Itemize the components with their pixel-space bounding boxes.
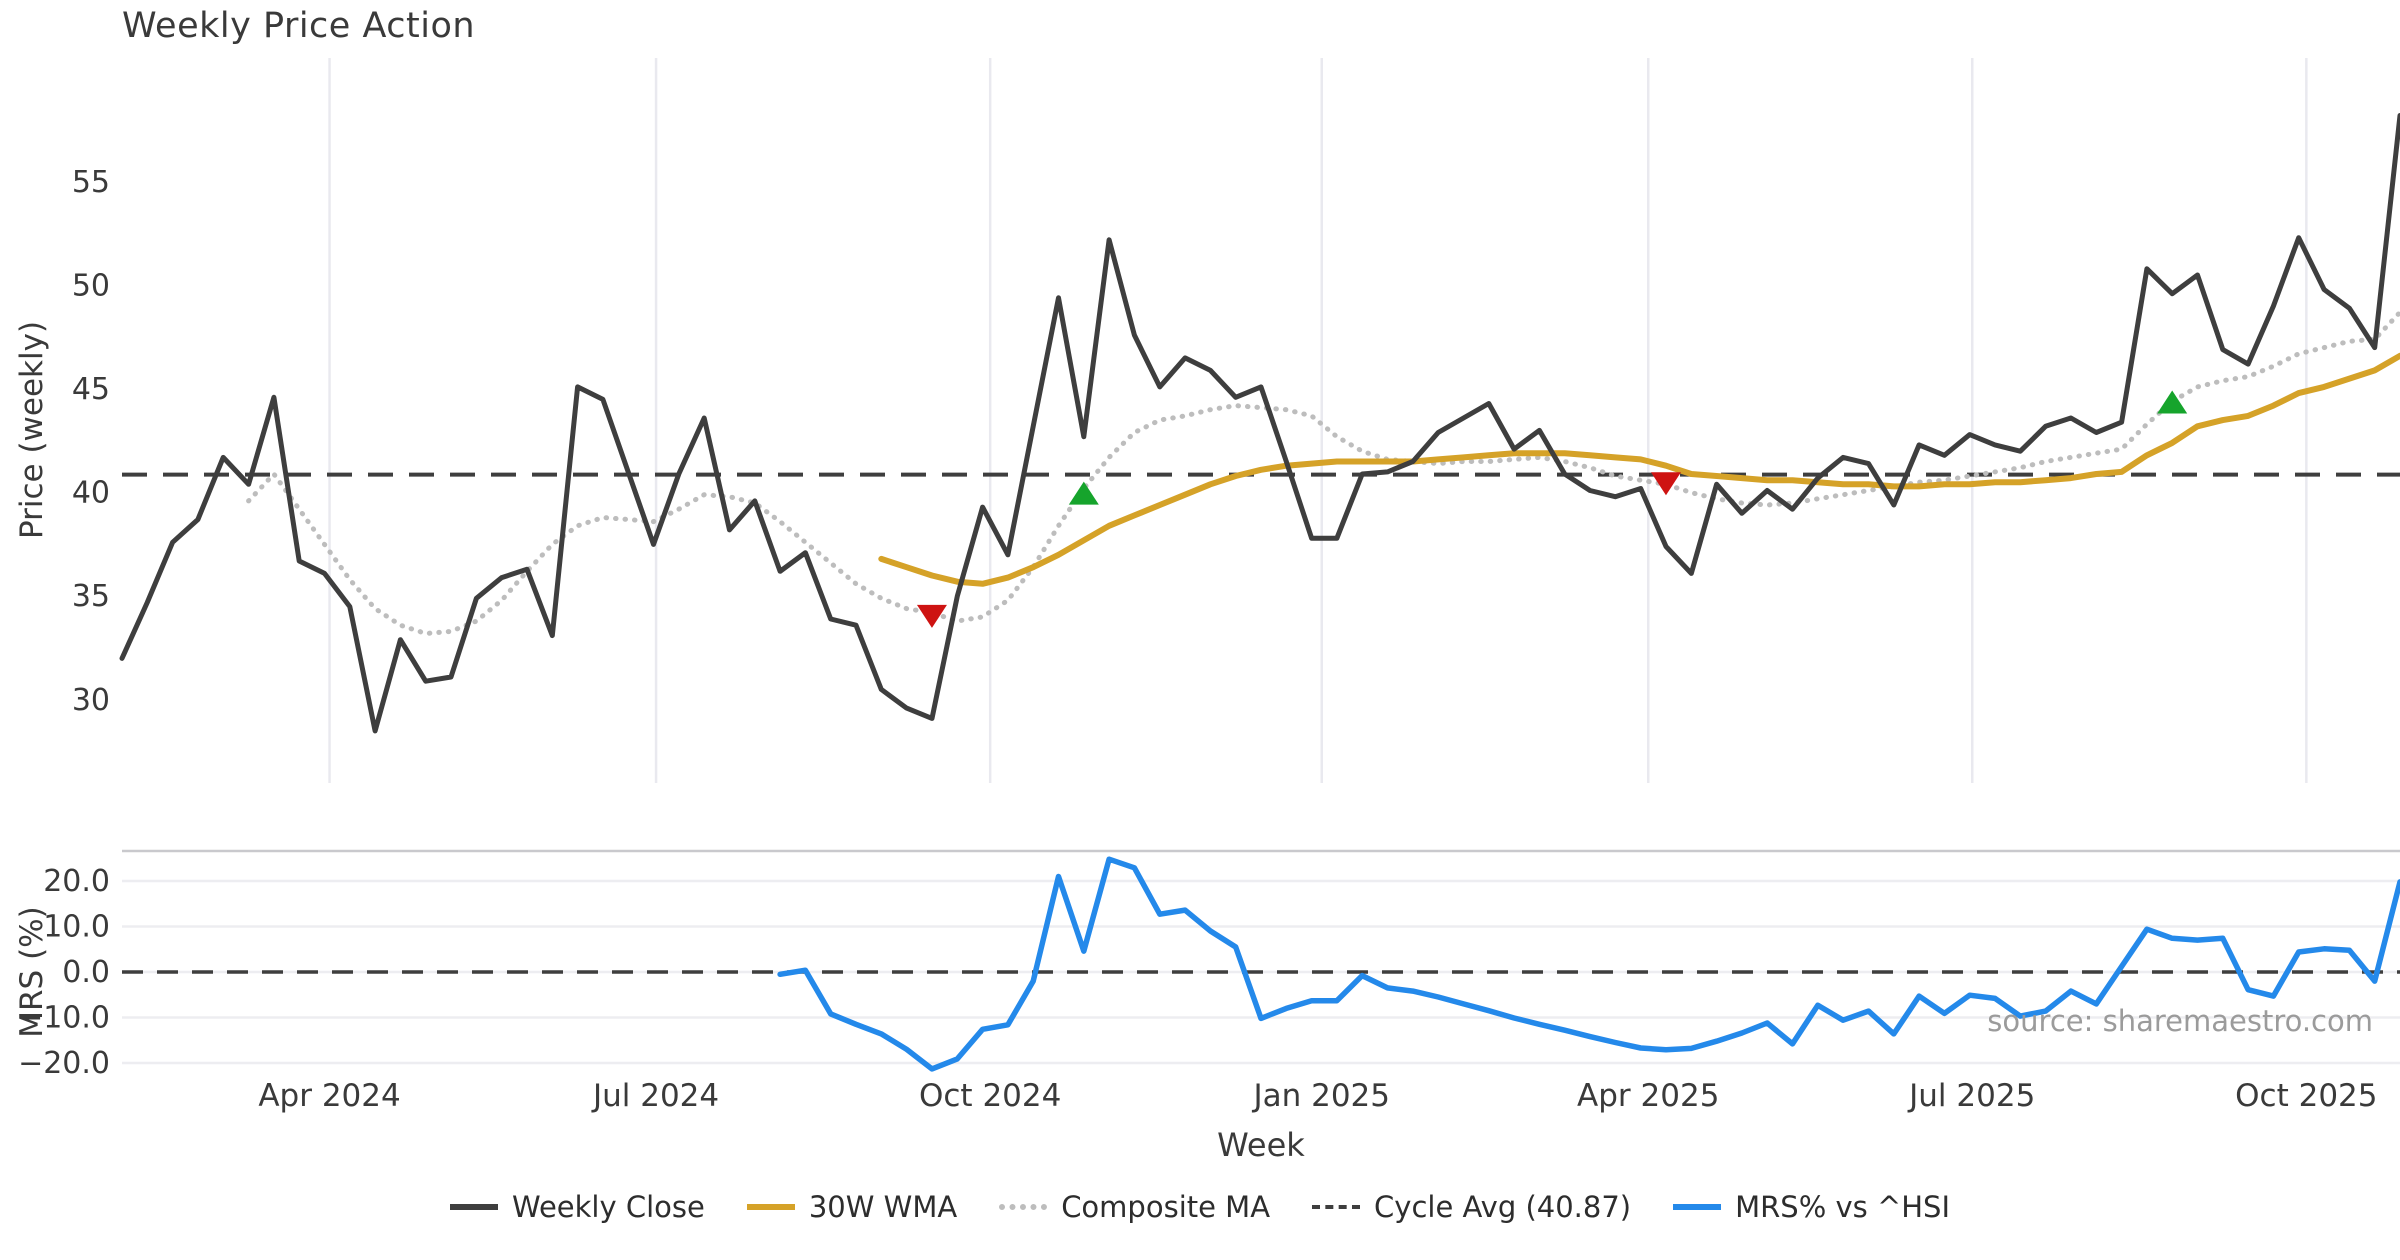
mrs-line [777,856,2400,1072]
x-tick-label: Jul 2025 [1907,1078,2035,1114]
price-ytick-label: 45 [72,372,110,407]
x-tick-label: Apr 2025 [1577,1078,1719,1114]
legend-swatch-icon [1312,1205,1361,1209]
sell-marker-icon [916,604,947,628]
mrs-ytick-label: 10.0 [43,910,110,945]
legend-label: 30W WMA [808,1190,958,1224]
chart-title: Weekly Price Action [122,6,476,46]
price-ytick-label: 50 [72,268,110,303]
x-tick-label: Oct 2025 [2235,1078,2377,1114]
price-axis-title: Price (weekly) [14,321,50,539]
x-tick-label: Jan 2025 [1251,1078,1390,1114]
x-tick-label: Jul 2024 [591,1078,719,1114]
mrs-axis-title: MRS (%) [14,906,50,1037]
mrs-ytick-label: 20.0 [43,864,110,899]
mrs-ytick-label: 0.0 [62,955,110,990]
legend-swatch-icon [449,1204,498,1210]
legend: Weekly Close 30W WMA Composite MA Cycle Avg… [0,1190,2400,1224]
source-credit: source: sharemaestro.com [1987,1004,2373,1038]
sell-marker-icon [1650,472,1681,496]
legend-item: 30W WMA [746,1190,958,1224]
legend-label: Weekly Close [511,1190,705,1224]
price-ytick-label: 30 [72,683,110,718]
legend-swatch-icon [746,1204,795,1210]
legend-item: Composite MA [999,1190,1270,1224]
buy-marker-icon [2157,390,2188,414]
x-tick-label: Apr 2024 [258,1078,400,1114]
wma-30w-line [878,352,2400,587]
legend-label: Cycle Avg (40.87) [1374,1190,1632,1224]
mrs-ytick-label: −10.0 [18,1001,110,1036]
price-ytick-label: 40 [72,476,110,511]
legend-item: Cycle Avg (40.87) [1312,1190,1631,1224]
price-ytick-label: 35 [72,579,110,614]
legend-swatch-icon [999,1204,1048,1210]
legend-swatch-icon [1673,1204,1722,1210]
legend-label: MRS% vs ^HSI [1735,1190,1951,1224]
legend-label: Composite MA [1061,1190,1271,1224]
price-ytick-label: 55 [72,165,110,200]
legend-item: Weekly Close [449,1190,705,1224]
mrs-ytick-label: −20.0 [18,1046,110,1081]
weekly-close-line [119,113,2400,734]
legend-item: MRS% vs ^HSI [1673,1190,1950,1224]
x-tick-label: Oct 2024 [919,1078,1061,1114]
x-axis-title: Week [1217,1126,1305,1164]
buy-marker-icon [1068,481,1099,505]
composite-ma-line [246,309,2400,636]
